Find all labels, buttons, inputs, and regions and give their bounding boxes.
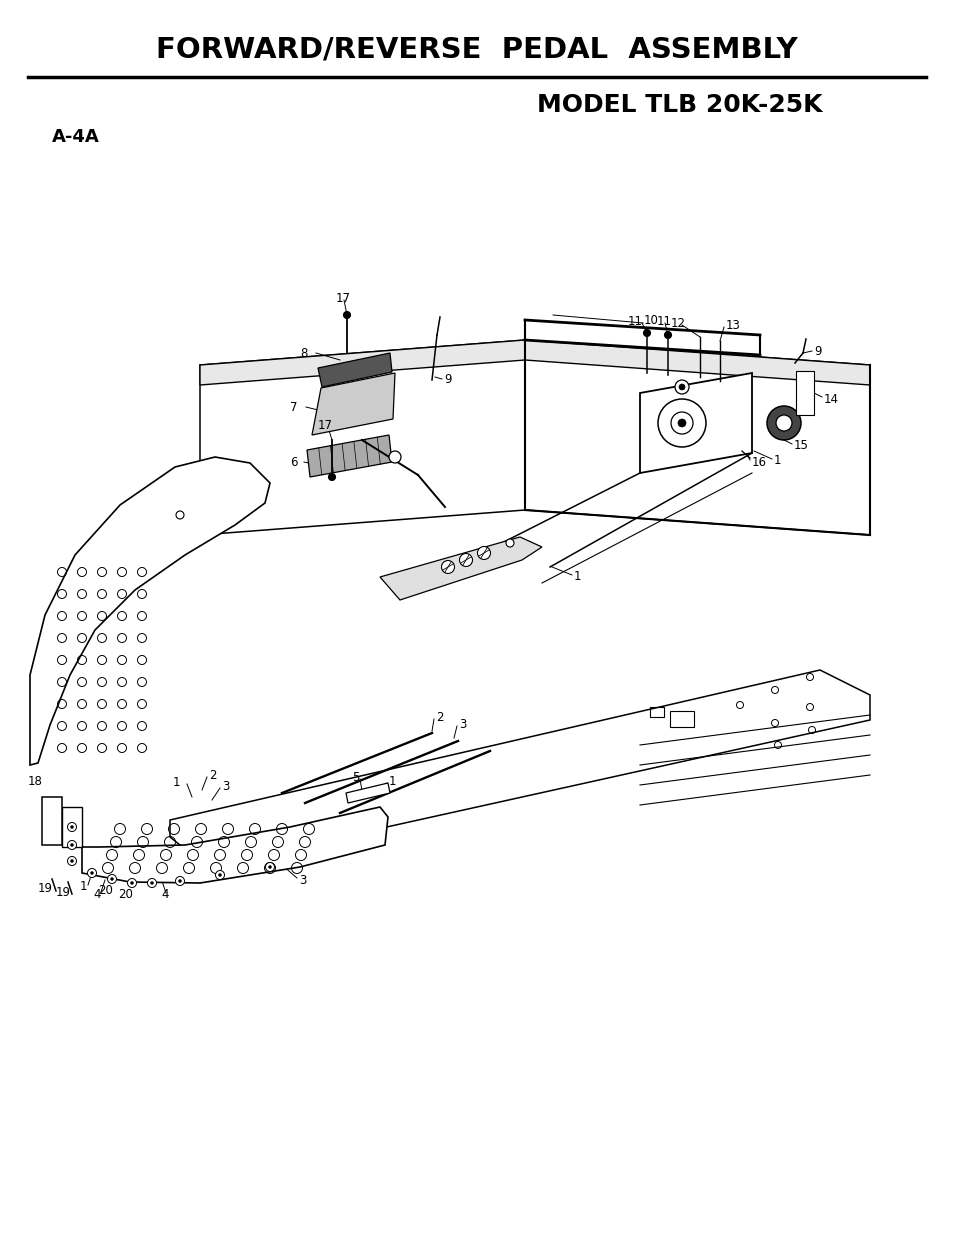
Text: 16: 16 xyxy=(751,456,766,468)
Circle shape xyxy=(68,823,76,831)
Text: 17: 17 xyxy=(317,419,333,431)
Text: 1: 1 xyxy=(574,569,581,583)
Text: 4: 4 xyxy=(92,888,100,900)
Circle shape xyxy=(91,872,93,874)
Circle shape xyxy=(670,412,692,433)
Circle shape xyxy=(148,878,156,888)
Circle shape xyxy=(178,879,181,883)
Bar xyxy=(795,370,813,415)
Circle shape xyxy=(328,473,335,480)
Polygon shape xyxy=(30,457,270,764)
Circle shape xyxy=(151,882,153,884)
Text: 11: 11 xyxy=(627,315,642,327)
Circle shape xyxy=(658,399,705,447)
Circle shape xyxy=(108,874,116,883)
Circle shape xyxy=(505,538,514,547)
Text: 8: 8 xyxy=(299,347,307,359)
Circle shape xyxy=(71,844,73,846)
Text: 19: 19 xyxy=(56,887,71,899)
Circle shape xyxy=(111,878,113,881)
Polygon shape xyxy=(379,537,541,600)
Text: 3: 3 xyxy=(222,779,229,793)
Text: FORWARD/REVERSE  PEDAL  ASSEMBLY: FORWARD/REVERSE PEDAL ASSEMBLY xyxy=(156,35,797,63)
Text: A-4A: A-4A xyxy=(52,128,100,146)
Circle shape xyxy=(268,866,272,868)
Text: 2: 2 xyxy=(209,768,216,782)
Text: 20: 20 xyxy=(118,888,132,900)
Circle shape xyxy=(643,330,650,336)
Polygon shape xyxy=(639,373,751,473)
Polygon shape xyxy=(200,340,524,535)
Text: 10: 10 xyxy=(643,314,659,326)
Polygon shape xyxy=(200,340,869,385)
Circle shape xyxy=(71,825,73,829)
Text: 15: 15 xyxy=(793,438,808,452)
Circle shape xyxy=(71,860,73,862)
Text: 9: 9 xyxy=(813,345,821,357)
Text: 14: 14 xyxy=(823,393,838,405)
Circle shape xyxy=(679,384,684,390)
Text: 20: 20 xyxy=(98,884,112,898)
Circle shape xyxy=(68,857,76,866)
Polygon shape xyxy=(170,671,869,864)
Circle shape xyxy=(675,380,688,394)
Circle shape xyxy=(459,553,472,567)
Circle shape xyxy=(664,331,671,338)
Circle shape xyxy=(128,878,136,888)
Circle shape xyxy=(265,862,274,872)
Text: 18: 18 xyxy=(28,774,43,788)
Text: 13: 13 xyxy=(725,319,740,331)
Circle shape xyxy=(766,406,801,440)
Polygon shape xyxy=(82,806,388,883)
Text: 3: 3 xyxy=(298,873,306,887)
Text: 11: 11 xyxy=(657,315,671,327)
Bar xyxy=(669,711,693,727)
Circle shape xyxy=(775,415,791,431)
Circle shape xyxy=(175,877,184,885)
Text: 6: 6 xyxy=(290,456,297,468)
Circle shape xyxy=(389,451,400,463)
Bar xyxy=(649,706,663,718)
Text: 5: 5 xyxy=(352,771,359,783)
Text: 12: 12 xyxy=(670,316,685,330)
Text: 1: 1 xyxy=(389,774,396,788)
Circle shape xyxy=(215,871,224,879)
Circle shape xyxy=(343,311,350,319)
Text: MODEL TLB 20K-25K: MODEL TLB 20K-25K xyxy=(537,93,821,117)
Text: 1: 1 xyxy=(172,776,180,788)
Text: 3: 3 xyxy=(458,718,466,730)
Text: 17: 17 xyxy=(335,291,351,305)
Circle shape xyxy=(131,882,133,884)
Text: 19: 19 xyxy=(38,883,53,895)
Polygon shape xyxy=(62,806,82,847)
Circle shape xyxy=(441,561,454,573)
Polygon shape xyxy=(42,797,62,845)
Polygon shape xyxy=(317,353,392,387)
Polygon shape xyxy=(307,435,392,477)
Text: 1: 1 xyxy=(773,453,781,467)
Text: 1: 1 xyxy=(80,881,88,893)
Circle shape xyxy=(68,841,76,850)
Circle shape xyxy=(477,547,490,559)
Text: 4: 4 xyxy=(161,888,169,902)
Circle shape xyxy=(218,873,221,877)
Circle shape xyxy=(88,868,96,878)
Text: 7: 7 xyxy=(290,400,297,414)
Text: 2: 2 xyxy=(436,710,443,724)
Circle shape xyxy=(678,419,685,427)
Polygon shape xyxy=(312,373,395,435)
Text: 9: 9 xyxy=(443,373,451,385)
Polygon shape xyxy=(346,783,390,803)
Polygon shape xyxy=(524,340,869,535)
